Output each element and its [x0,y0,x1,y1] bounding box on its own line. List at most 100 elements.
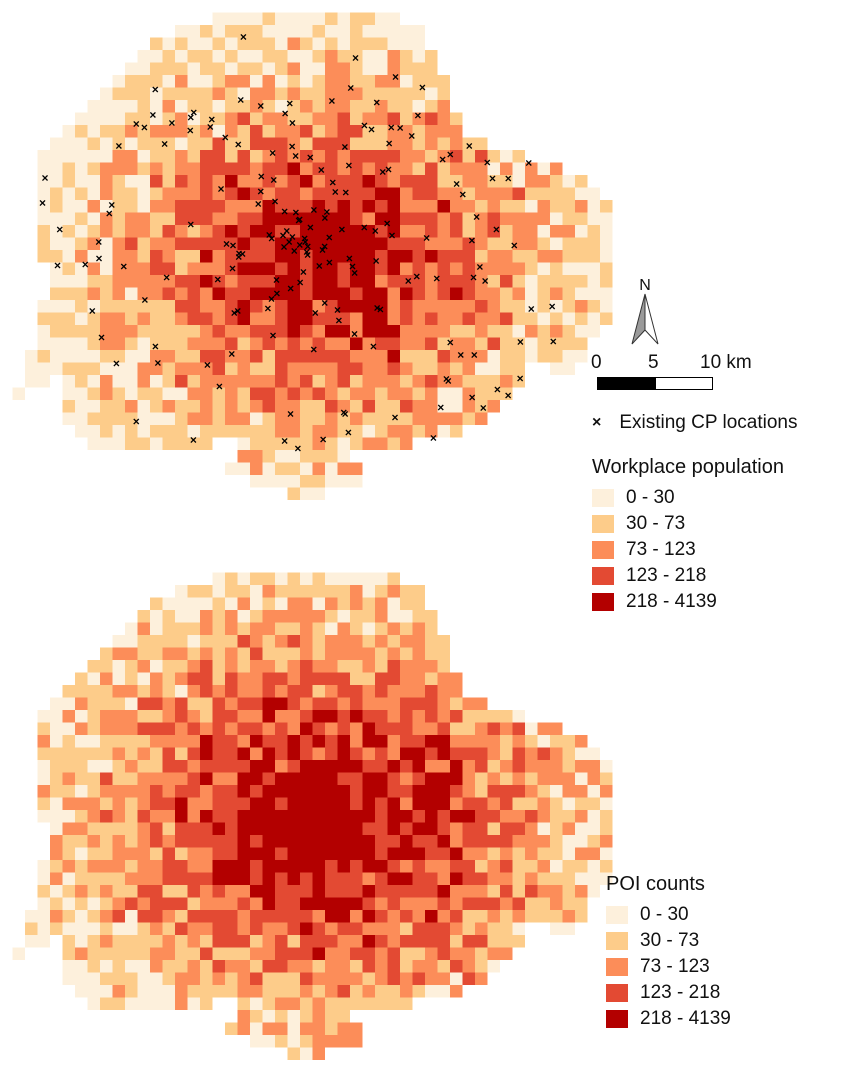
poi-grid-cell [287,910,300,923]
poi-grid-cell [262,672,275,685]
poi-grid-cell [400,647,413,660]
workplace-grid-cell [62,125,75,138]
poi-grid-cell [250,872,263,885]
poi-grid-cell [62,710,75,723]
poi-grid-cell [550,910,563,923]
cp-marker: × [301,232,308,246]
workplace-grid-cell [87,425,100,438]
poi-grid-cell [250,785,263,798]
poi-grid-cell [150,985,163,998]
poi-grid-cell [325,810,338,823]
workplace-grid-cell [100,325,113,338]
poi-grid-cell [400,910,413,923]
workplace-grid-cell [462,287,475,300]
poi-grid-cell [362,797,375,810]
poi-grid-cell [375,847,388,860]
workplace-grid-cell [312,125,325,138]
workplace-grid-cell [525,250,538,263]
poi-grid-cell [162,685,175,698]
workplace-grid-cell [462,212,475,225]
poi-grid-cell [550,760,563,773]
poi-grid-cell [537,810,550,823]
cp-marker: × [347,81,354,95]
workplace-grid-cell [312,275,325,288]
poi-grid-cell [475,710,488,723]
poi-grid-cell [387,972,400,985]
poi-grid-cell [50,772,63,785]
poi-grid-cell [325,910,338,923]
cp-marker: × [437,400,444,414]
poi-grid-cell [437,985,450,998]
workplace-grid-cell [200,312,213,325]
poi-grid-cell [112,797,125,810]
workplace-grid-cell [312,350,325,363]
workplace-grid-cell [212,12,225,25]
workplace-grid-cell [262,312,275,325]
workplace-grid-cell [387,137,400,150]
poi-grid-cell [237,622,250,635]
workplace-grid-cell [337,337,350,350]
poi-grid-cell [400,597,413,610]
poi-grid-cell [137,647,150,660]
workplace-grid-cell [412,162,425,175]
workplace-grid-cell [112,437,125,450]
workplace-grid-cell [187,225,200,238]
poi-grid-cell [37,872,50,885]
poi-grid-cell [325,922,338,935]
workplace-grid-cell [275,137,288,150]
poi-grid-cell [475,885,488,898]
workplace-grid-cell [162,237,175,250]
poi-legend-item: 0 - 30 [606,904,689,926]
poi-grid-cell [187,947,200,960]
poi-grid-cell [125,660,138,673]
workplace-grid-cell [450,225,463,238]
workplace-grid-cell [50,237,63,250]
workplace-grid-cell [212,400,225,413]
workplace-grid-cell [75,287,88,300]
workplace-grid-cell [175,37,188,50]
workplace-grid-cell [450,425,463,438]
workplace-grid-cell [175,25,188,38]
workplace-grid-cell [112,125,125,138]
workplace-grid-cell [237,50,250,63]
workplace-grid-cell [37,312,50,325]
poi-grid-cell [350,897,363,910]
workplace-grid-cell [350,287,363,300]
poi-grid-cell [200,635,213,648]
workplace-grid-cell [150,250,163,263]
poi-grid-cell [487,710,500,723]
workplace-grid-cell [400,262,413,275]
workplace-grid-cell [387,412,400,425]
poi-grid-cell [300,1010,313,1023]
workplace-grid-cell [425,425,438,438]
workplace-grid-cell [137,200,150,213]
poi-grid-cell [175,810,188,823]
poi-grid-cell [175,647,188,660]
workplace-grid-cell [62,150,75,163]
workplace-legend-item: 218 - 4139 [592,591,717,613]
poi-grid-cell [187,597,200,610]
poi-grid-cell [500,810,513,823]
poi-grid-cell [587,835,600,848]
workplace-grid-cell [112,362,125,375]
poi-grid-cell [450,960,463,973]
poi-grid-cell [562,785,575,798]
workplace-grid-cell [175,325,188,338]
poi-grid-cell [275,710,288,723]
poi-grid-cell [162,785,175,798]
workplace-grid-cell [400,437,413,450]
poi-grid-cell [412,885,425,898]
workplace-grid-cell [137,237,150,250]
poi-grid-cell [350,935,363,948]
workplace-grid-cell [237,75,250,88]
workplace-grid-cell [262,112,275,125]
workplace-grid-cell [75,237,88,250]
workplace-grid-cell [287,425,300,438]
workplace-grid-cell [75,312,88,325]
workplace-grid-cell [137,300,150,313]
poi-grid-cell [187,835,200,848]
workplace-grid-cell [225,62,238,75]
cp-marker: × [235,138,242,152]
poi-grid-cell [137,697,150,710]
workplace-grid-cell [25,375,38,388]
